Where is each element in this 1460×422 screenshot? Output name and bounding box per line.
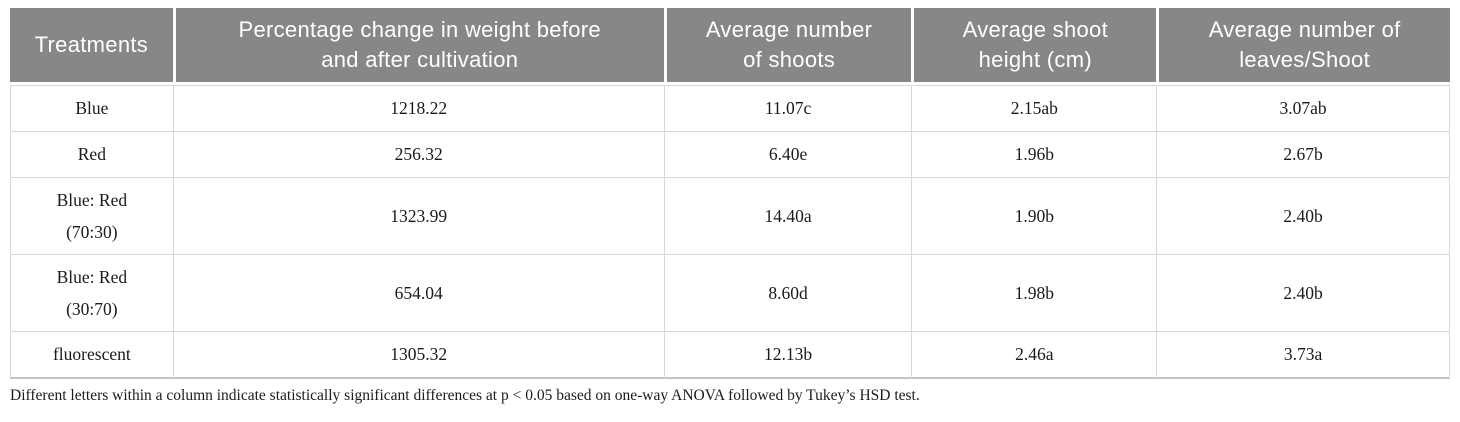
treatment-cell: Red — [10, 132, 173, 178]
paper-table-figure: Treatments Percentage change in weight b… — [10, 8, 1450, 404]
footnote: Different letters within a column indica… — [10, 387, 920, 404]
table-row-blue: Blue 1218.22 11.07c 2.15ab 3.07ab — [10, 85, 1450, 132]
weight-change-cell: 1218.22 — [172, 85, 664, 132]
avg-shoots-cell: 14.40a — [663, 178, 912, 255]
weight-change-cell: 1305.32 — [172, 332, 664, 379]
table-row-blue-red-30-70: Blue: Red (30:70) 654.04 8.60d 1.98b 2.4… — [10, 255, 1450, 332]
treatment-cell: Blue: Red (30:70) — [10, 255, 173, 332]
shoot-height-cell: 1.90b — [911, 178, 1157, 255]
column-header-leaves-per-shoot: Average number of leaves/Shoot — [1156, 8, 1450, 85]
leaves-per-shoot-cell: 2.40b — [1156, 178, 1450, 255]
weight-change-cell: 654.04 — [172, 255, 664, 332]
treatment-cell: Blue: Red (70:30) — [10, 178, 173, 255]
shoot-height-cell: 1.96b — [911, 132, 1157, 178]
header-row: Treatments Percentage change in weight b… — [10, 8, 1450, 85]
data-table: Treatments Percentage change in weight b… — [10, 8, 1450, 379]
shoot-height-cell: 2.46a — [911, 332, 1157, 379]
table-row-red: Red 256.32 6.40e 1.96b 2.67b — [10, 132, 1450, 178]
leaves-per-shoot-cell: 2.40b — [1156, 255, 1450, 332]
treatment-cell: fluorescent — [10, 332, 173, 379]
column-header-weight-change: Percentage change in weight before and a… — [172, 8, 664, 85]
shoot-height-cell: 1.98b — [911, 255, 1157, 332]
table-row-blue-red-70-30: Blue: Red (70:30) 1323.99 14.40a 1.90b 2… — [10, 178, 1450, 255]
avg-shoots-cell: 12.13b — [663, 332, 912, 379]
leaves-per-shoot-cell: 2.67b — [1156, 132, 1450, 178]
avg-shoots-cell: 6.40e — [663, 132, 912, 178]
leaves-per-shoot-cell: 3.73a — [1156, 332, 1450, 379]
treatment-cell: Blue — [10, 85, 173, 132]
leaves-per-shoot-cell: 3.07ab — [1156, 85, 1450, 132]
shoot-height-cell: 2.15ab — [911, 85, 1157, 132]
table-row-fluorescent: fluorescent 1305.32 12.13b 2.46a 3.73a — [10, 332, 1450, 379]
weight-change-cell: 1323.99 — [172, 178, 664, 255]
column-header-shoot-height: Average shoot height (cm) — [911, 8, 1157, 85]
avg-shoots-cell: 8.60d — [663, 255, 912, 332]
column-header-avg-shoots: Average number of shoots — [663, 8, 912, 85]
column-header-treatments: Treatments — [10, 8, 173, 85]
avg-shoots-cell: 11.07c — [663, 85, 912, 132]
weight-change-cell: 256.32 — [172, 132, 664, 178]
